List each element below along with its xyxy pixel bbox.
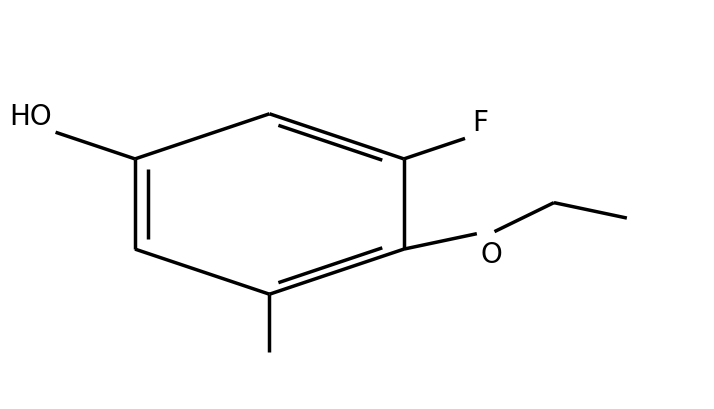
Text: HO: HO (9, 103, 52, 131)
Text: O: O (481, 240, 502, 268)
Text: F: F (472, 109, 488, 137)
